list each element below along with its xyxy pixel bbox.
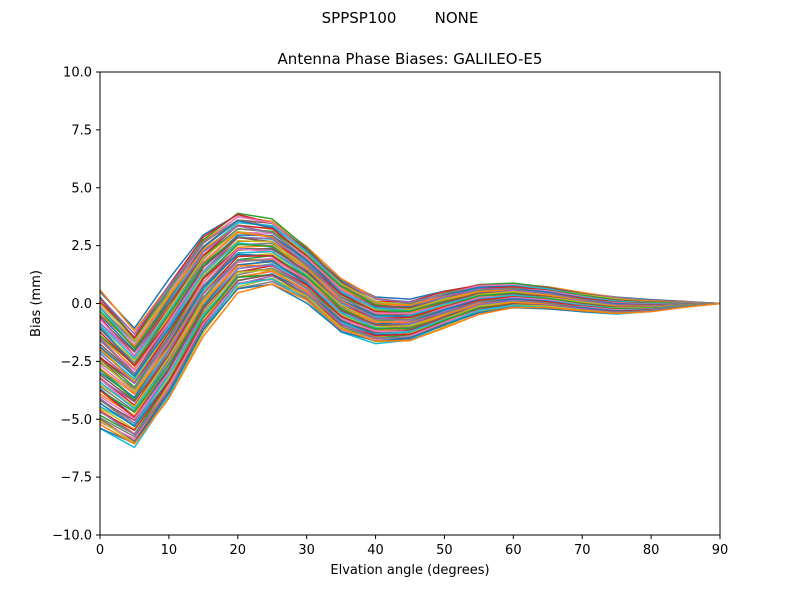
x-tick-label: 20 bbox=[230, 543, 247, 558]
suptitle-right: NONE bbox=[434, 9, 479, 27]
y-tick-label: 7.5 bbox=[71, 123, 92, 138]
y-tick-label: 10.0 bbox=[63, 66, 92, 81]
y-tick-label: −10.0 bbox=[52, 529, 92, 544]
x-tick-label: 30 bbox=[298, 543, 315, 558]
x-axis: 0 10 20 30 40 50 60 70 80 90 bbox=[96, 535, 728, 558]
suptitle-left: SPPSP100 bbox=[321, 9, 397, 27]
y-tick-label: −2.5 bbox=[60, 355, 92, 370]
x-tick-label: 90 bbox=[712, 543, 729, 558]
suptitle: SPPSP100 NONE bbox=[0, 9, 800, 27]
x-tick-label: 10 bbox=[161, 543, 178, 558]
x-tick-label: 40 bbox=[367, 543, 384, 558]
y-tick-label: 5.0 bbox=[71, 181, 92, 196]
y-axis: −10.0 −7.5 −5.0 −2.5 0.0 2.5 5.0 7.5 10.0 bbox=[52, 66, 100, 544]
y-axis-label: Bias (mm) bbox=[29, 270, 44, 337]
chart-title: Antenna Phase Biases: GALILEO-E5 bbox=[278, 50, 543, 68]
x-axis-label: Elvation angle (degrees) bbox=[330, 563, 489, 578]
series-line bbox=[99, 283, 721, 445]
y-tick-label: −5.0 bbox=[60, 413, 92, 428]
x-tick-label: 0 bbox=[96, 543, 104, 558]
series-layer bbox=[99, 212, 721, 449]
y-tick-label: 0.0 bbox=[71, 297, 92, 312]
y-tick-label: −7.5 bbox=[60, 471, 92, 486]
y-tick-label: 2.5 bbox=[71, 239, 92, 254]
x-tick-label: 80 bbox=[643, 543, 660, 558]
x-tick-label: 60 bbox=[505, 543, 522, 558]
x-tick-label: 50 bbox=[436, 543, 453, 558]
x-tick-label: 70 bbox=[574, 543, 591, 558]
series-line bbox=[99, 230, 721, 354]
